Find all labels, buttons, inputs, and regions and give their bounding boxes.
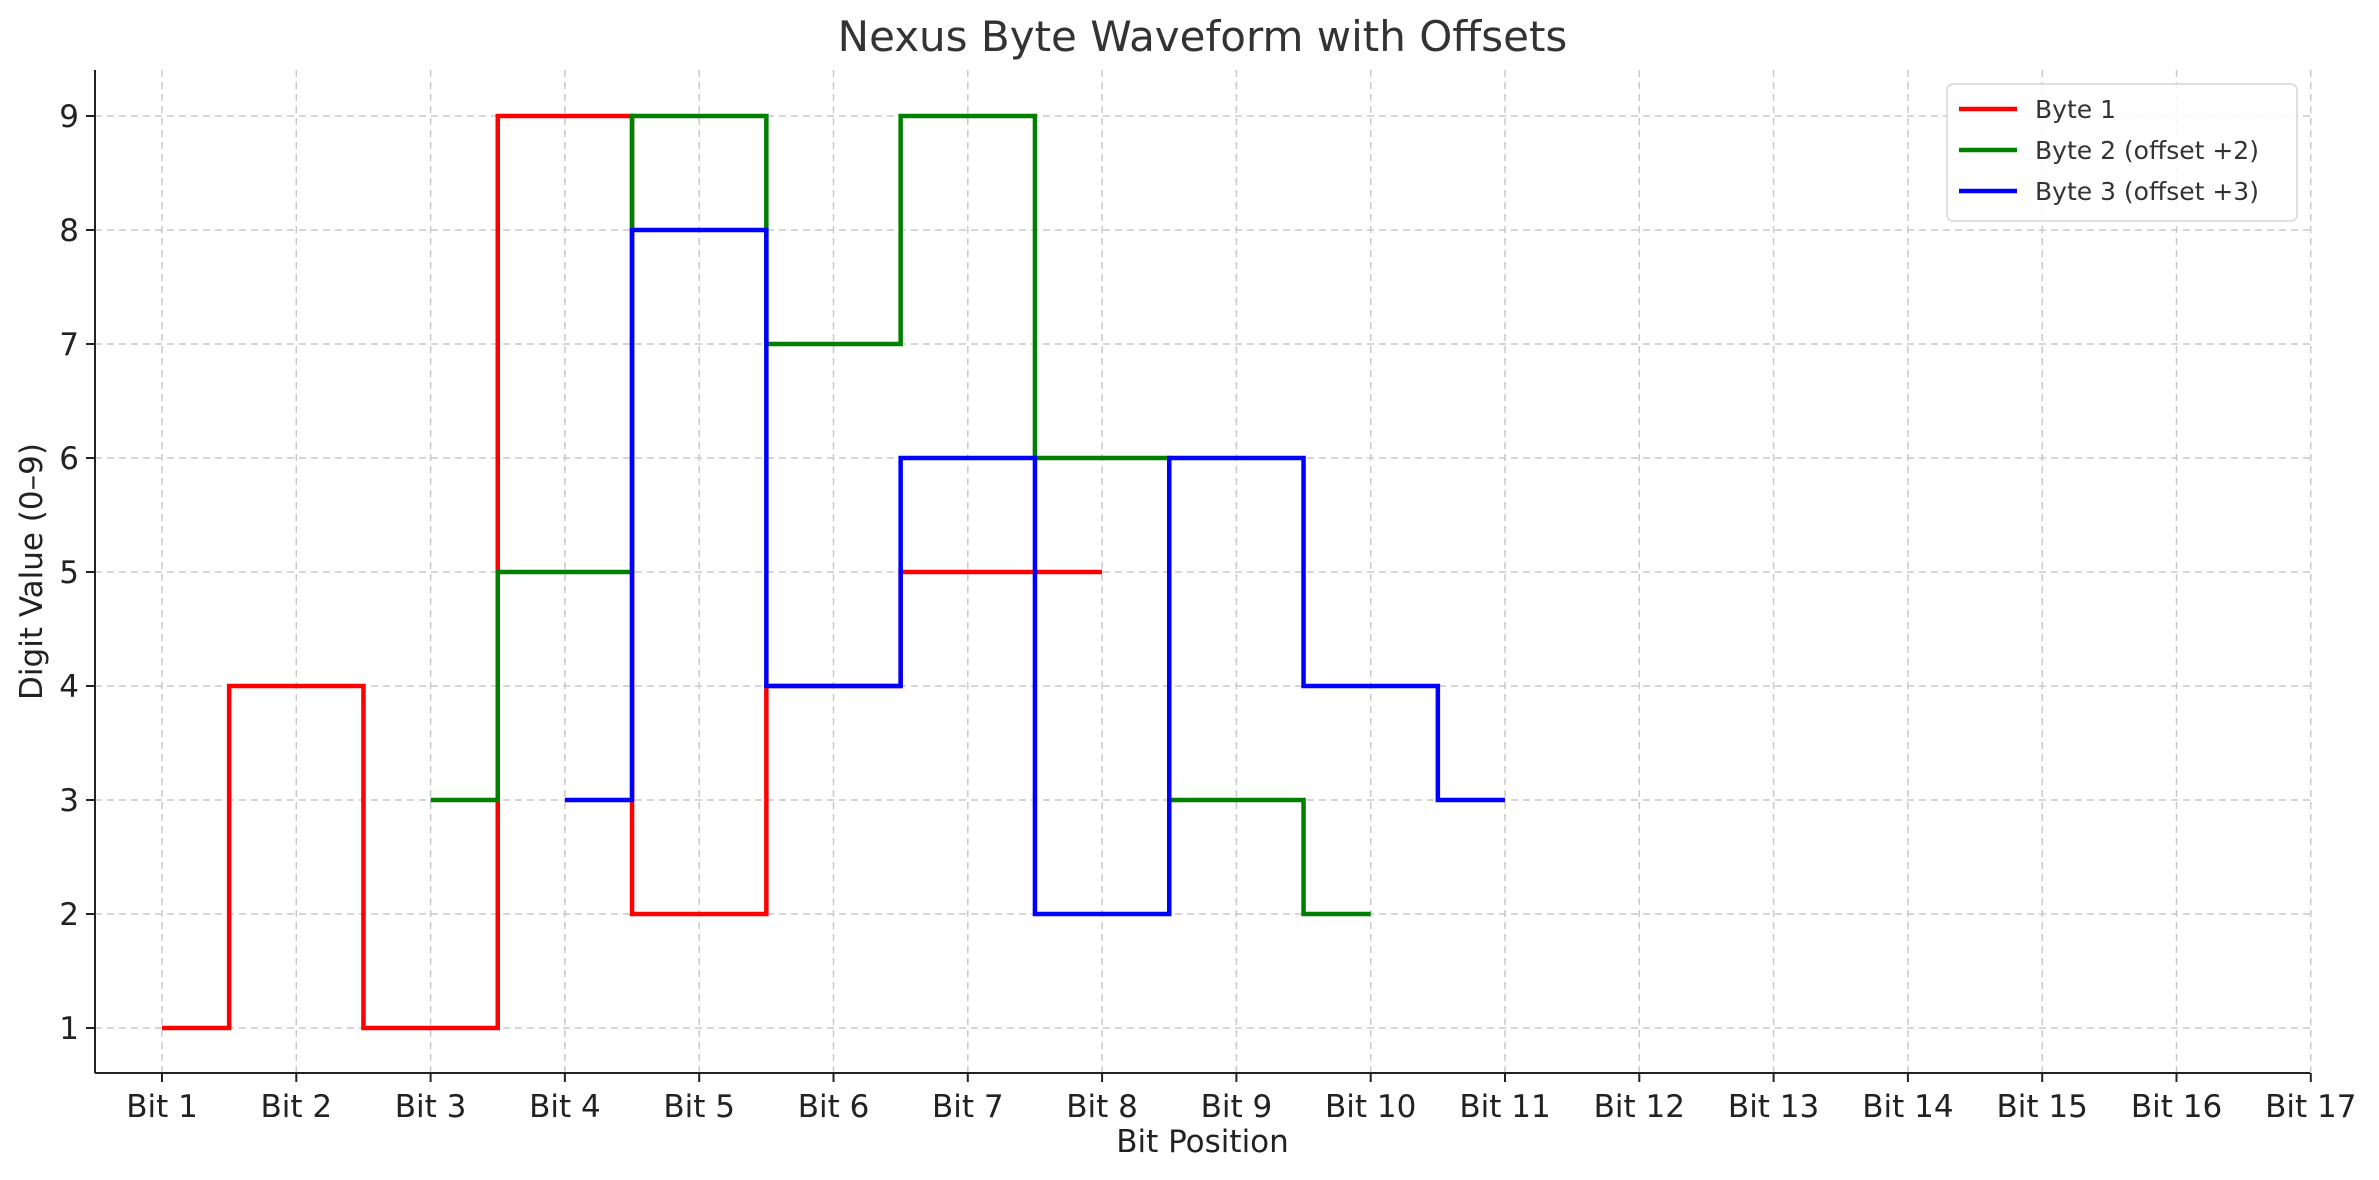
x-tick-label: Bit 8 xyxy=(1066,1089,1138,1125)
chart-title: Nexus Byte Waveform with Offsets xyxy=(838,12,1568,61)
y-tick-label: 2 xyxy=(59,897,79,933)
y-axis-title: Digit Value (0–9) xyxy=(14,443,50,700)
x-tick-label: Bit 14 xyxy=(1862,1089,1953,1125)
x-tick-label: Bit 4 xyxy=(529,1089,601,1125)
y-tick-label: 8 xyxy=(59,213,79,249)
y-tick-label: 6 xyxy=(59,441,79,477)
x-tick-label: Bit 17 xyxy=(2265,1089,2356,1125)
x-tick-label: Bit 10 xyxy=(1325,1089,1416,1125)
y-tick-label: 4 xyxy=(59,669,79,705)
legend-box xyxy=(1946,83,2298,222)
legend-label: Byte 3 (offset +3) xyxy=(2035,177,2259,206)
x-tick-label: Bit 15 xyxy=(1997,1089,2088,1125)
y-tick-label: 3 xyxy=(59,783,79,819)
series-line-2 xyxy=(430,113,1371,917)
x-tick-label: Bit 7 xyxy=(932,1089,1004,1125)
x-tick-label: Bit 2 xyxy=(260,1089,332,1125)
x-tick-label: Bit 16 xyxy=(2131,1089,2222,1125)
y-tick-label: 7 xyxy=(59,327,79,363)
x-tick-label: Bit 13 xyxy=(1728,1089,1819,1125)
x-axis-title: Bit Position xyxy=(1116,1124,1289,1160)
y-tick-label: 5 xyxy=(59,555,79,591)
y-tick-label: 1 xyxy=(59,1011,79,1047)
x-tick-label: Bit 6 xyxy=(798,1089,870,1125)
legend-label: Byte 2 (offset +2) xyxy=(2035,136,2259,165)
series-line-3 xyxy=(564,227,1505,917)
x-tick-label: Bit 1 xyxy=(126,1089,198,1125)
x-tick-label: Bit 3 xyxy=(395,1089,467,1125)
series-lines xyxy=(162,113,1505,1031)
axes: Bit 1 Bit 2 Bit 3 Bit 4 Bit 5 Bit 6 Bit 7 Bit 8… xyxy=(59,70,2356,1125)
x-tick-label: Bit 9 xyxy=(1201,1089,1273,1125)
x-tick-label: Bit 11 xyxy=(1459,1089,1550,1125)
x-tick-label: Bit 12 xyxy=(1594,1089,1685,1125)
legend-label: Byte 1 xyxy=(2035,95,2116,124)
y-tick-label: 9 xyxy=(59,99,79,135)
x-tick-label: Bit 5 xyxy=(663,1089,735,1125)
legend: Byte 1 Byte 2 (offset +2) Byte 3 (offset +… xyxy=(1946,83,2298,222)
